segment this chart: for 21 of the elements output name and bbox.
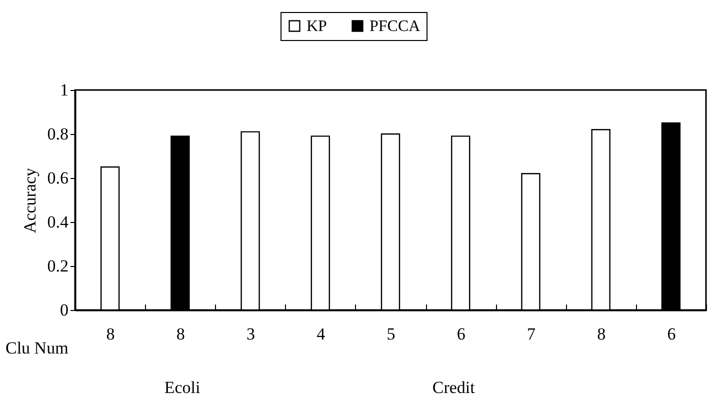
y-tick-label: 0.2 [47,256,68,276]
y-tick-label: 0.8 [47,124,68,144]
y-tick-label: 1 [60,80,68,100]
x-tick-label: 3 [246,324,256,344]
x-axis-title: Clu Num [6,338,68,358]
x-tick-label: 5 [386,324,396,344]
x-tick-label: 4 [316,324,326,344]
text: Ecoli [164,378,200,397]
y-tick-label: 0.4 [47,212,69,232]
x-tick-label: 8 [597,324,606,344]
y-axis-title: Accuracy [20,167,40,234]
text: Credit [432,378,476,397]
legend-label: KP [306,18,328,35]
y-tick-label: 0 [60,300,68,320]
x-tick-label: 6 [667,324,676,344]
x-tick-label: 7 [526,324,536,344]
y-tick-label: 0.6 [47,168,68,188]
x-tick-label: 8 [176,324,185,344]
x-tick-label: 6 [456,324,466,344]
x-tick-label: 8 [106,324,115,344]
legend-label: PFCCA [370,18,421,35]
